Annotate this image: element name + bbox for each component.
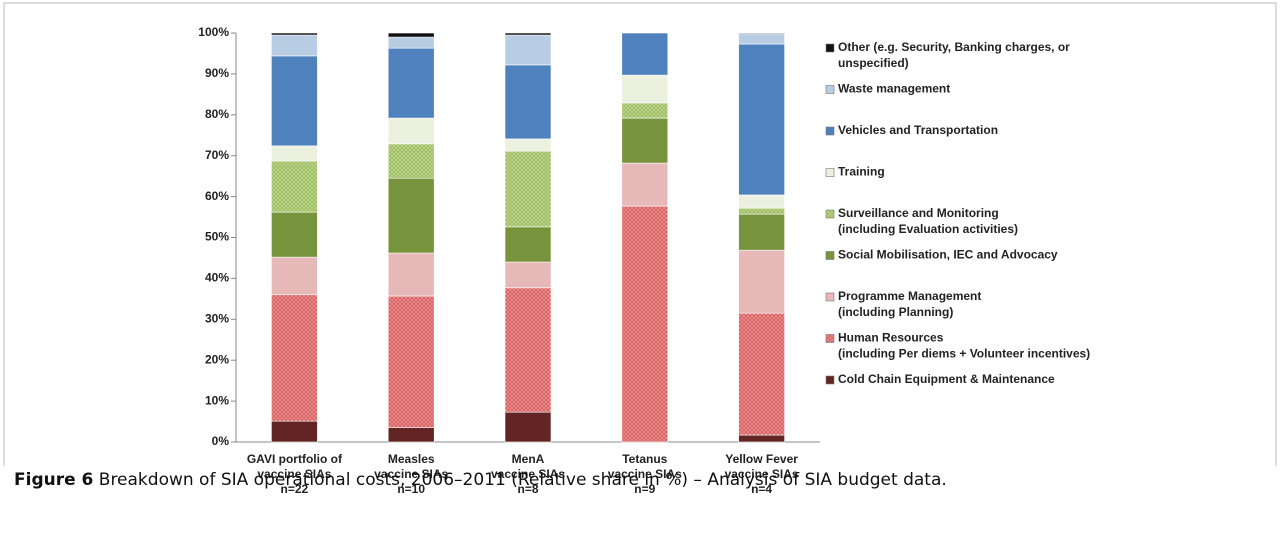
x-tick-label: vaccine SIAs [491, 467, 565, 481]
x-tick-label: n=10 [397, 482, 425, 496]
bar-segment [271, 211, 318, 258]
legend-label: Training [838, 165, 885, 179]
legend-label: Cold Chain Equipment & Maintenance [838, 372, 1055, 386]
bar-segment [504, 150, 552, 228]
y-tick-label: 30% [205, 311, 229, 325]
bar-segment [387, 252, 435, 297]
x-tick-label: n=22 [281, 482, 309, 496]
legend-label: Programme Management [838, 289, 981, 303]
legend-label: Other (e.g. Security, Banking charges, o… [838, 40, 1070, 54]
bar-segment [387, 47, 435, 119]
bar-segment [738, 312, 785, 436]
bar-segment [738, 32, 785, 35]
bar-segment [387, 295, 435, 428]
x-tick-label: GAVI portfolio of [247, 452, 343, 466]
y-tick-label: 70% [205, 148, 229, 162]
bar-segment [387, 427, 435, 443]
y-tick-label: 40% [205, 271, 229, 285]
x-tick-label: n=4 [751, 482, 772, 496]
bar-segment [387, 143, 435, 179]
bar-segment [387, 117, 435, 145]
y-tick-label: 90% [205, 66, 229, 80]
bar-segment [271, 256, 318, 296]
legend-swatch [825, 43, 835, 53]
bar-segment [738, 249, 785, 314]
bar-segment [387, 36, 435, 49]
bar-segment [621, 32, 669, 76]
x-tick-label: Tetanus [622, 452, 667, 466]
x-tick-label: vaccine SIAs [608, 467, 682, 481]
bar-segment [504, 226, 552, 263]
y-tick-label: 60% [205, 189, 229, 203]
bar-segment [504, 138, 552, 152]
bar-segment [271, 294, 318, 422]
bar-segment [504, 287, 552, 413]
caption-text: Breakdown of SIA operational costs, 2006… [98, 470, 947, 490]
y-tick-label: 0% [212, 434, 230, 448]
bar-segment [271, 32, 318, 36]
caption-label: Figure 6 [14, 470, 94, 490]
legend-swatch [825, 126, 835, 136]
legend-label: Surveillance and Monitoring [838, 206, 999, 220]
bar-segment [271, 420, 318, 443]
x-tick-label: vaccine SIAs [257, 467, 331, 481]
legend-swatch [825, 209, 835, 219]
bar-segment [504, 64, 552, 140]
legend-label: Human Resources [838, 331, 944, 345]
bar-segment [738, 194, 785, 209]
legend-label: Vehicles and Transportation [838, 123, 998, 137]
legend-swatch [825, 168, 835, 177]
legend-label: (including Planning) [838, 305, 953, 319]
x-tick-label: vaccine SIAs [374, 467, 448, 481]
bar-segment [621, 117, 669, 164]
bar-segment [621, 205, 669, 443]
legend-swatch [825, 251, 835, 260]
legend-swatch [825, 375, 835, 385]
y-tick-label: 20% [205, 352, 229, 366]
caption: Figure 6 Breakdown of SIA operational co… [14, 470, 947, 490]
bar-segment [621, 74, 669, 104]
y-tick-label: 10% [205, 393, 229, 407]
bar-segment [271, 55, 318, 147]
legend-swatch [825, 85, 835, 94]
bar-segment [738, 207, 785, 215]
x-tick-label: Yellow Fever [725, 452, 798, 466]
y-tick-label: 50% [205, 230, 229, 244]
x-tick-label: n=8 [517, 482, 538, 496]
bar-segment [387, 32, 435, 38]
y-tick-label: 100% [198, 25, 229, 39]
bar-segment [738, 213, 785, 251]
legend-swatch [825, 334, 835, 343]
bar-segment [738, 33, 785, 45]
x-tick-label: Measles [388, 452, 435, 466]
y-tick-label: 80% [205, 107, 229, 121]
bar-segment [738, 434, 785, 443]
legend-swatch [825, 292, 835, 302]
bar-segment [504, 34, 552, 66]
bar-segment [621, 162, 669, 207]
x-tick-label: n=9 [634, 482, 655, 496]
legend-label: unspecified) [838, 56, 909, 70]
bar-segment [271, 160, 318, 213]
bar-segment [387, 177, 435, 254]
bar-segment [271, 145, 318, 162]
bar-segment [504, 411, 552, 443]
bar-segment [504, 261, 552, 289]
bar-segment [621, 102, 669, 119]
bar-segment [738, 43, 785, 196]
x-tick-label: MenA [512, 452, 545, 466]
bar-segment [504, 32, 552, 36]
frame [3, 2, 1277, 466]
bar-segment [271, 34, 318, 57]
legend-label: Waste management [838, 82, 950, 96]
legend-label: Social Mobilisation, IEC and Advocacy [838, 248, 1058, 262]
x-tick-label: vaccine SIAs [725, 467, 799, 481]
legend-label: (including Evaluation activities) [838, 222, 1018, 236]
legend-label: (including Per diems + Volunteer incenti… [838, 347, 1090, 361]
